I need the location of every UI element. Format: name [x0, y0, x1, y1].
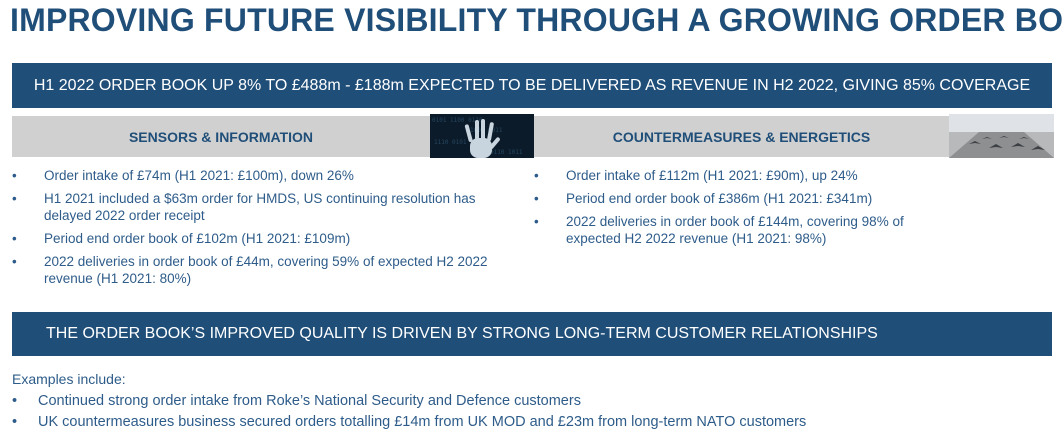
sensors-information-bullets: Order intake of £74m (H1 2021: £100m), d… — [12, 167, 502, 293]
countermeasures-energetics-header: COUNTERMEASURES & ENERGETICS — [534, 116, 949, 157]
list-item: Period end order book of £102m (H1 2021:… — [12, 230, 502, 247]
countermeasures-energetics-bullets: Order intake of £112m (H1 2021: £90m), u… — [534, 167, 954, 253]
examples-bullets: Continued strong order intake from Roke’… — [12, 393, 1052, 435]
svg-text:1001 0011: 1001 0011 — [470, 127, 503, 134]
examples-intro: Examples include: — [12, 371, 126, 387]
list-item: Continued strong order intake from Roke’… — [12, 393, 1052, 410]
page-title: IMPROVING FUTURE VISIBILITY THROUGH A GR… — [10, 2, 1062, 38]
svg-text:1110 0101: 1110 0101 — [434, 139, 467, 146]
order-quality-text: THE ORDER BOOK’S IMPROVED QUALITY IS DRI… — [46, 325, 878, 342]
order-book-summary-banner: H1 2022 ORDER BOOK UP 8% TO £488m - £188… — [12, 63, 1052, 108]
list-item: Order intake of £74m (H1 2021: £100m), d… — [12, 167, 502, 184]
list-item: UK countermeasures business secured orde… — [12, 414, 1052, 431]
order-book-summary-text: H1 2022 ORDER BOOK UP 8% TO £488m - £188… — [33, 76, 1031, 94]
svg-text:0101 1100 0110: 0101 1100 0110 — [432, 117, 483, 124]
svg-text:0110 1011: 0110 1011 — [490, 149, 523, 156]
list-item: 2022 deliveries in order book of £44m, c… — [12, 253, 502, 287]
list-item: Order intake of £112m (H1 2021: £90m), u… — [534, 167, 954, 184]
fighter-jets-runway-icon — [949, 114, 1054, 158]
countermeasures-energetics-heading: COUNTERMEASURES & ENERGETICS — [612, 128, 871, 145]
hand-digital-icon: 0101 1100 0110 1001 0011 1110 0101 0110 … — [430, 114, 534, 158]
sensors-information-header: SENSORS & INFORMATION — [12, 116, 430, 157]
list-item: H1 2021 included a $63m order for HMDS, … — [12, 190, 502, 224]
sensors-information-heading: SENSORS & INFORMATION — [128, 128, 314, 145]
order-quality-banner: THE ORDER BOOK’S IMPROVED QUALITY IS DRI… — [12, 312, 1052, 356]
list-item: Period end order book of £386m (H1 2021:… — [534, 190, 954, 207]
list-item: 2022 deliveries in order book of £144m, … — [534, 213, 954, 247]
